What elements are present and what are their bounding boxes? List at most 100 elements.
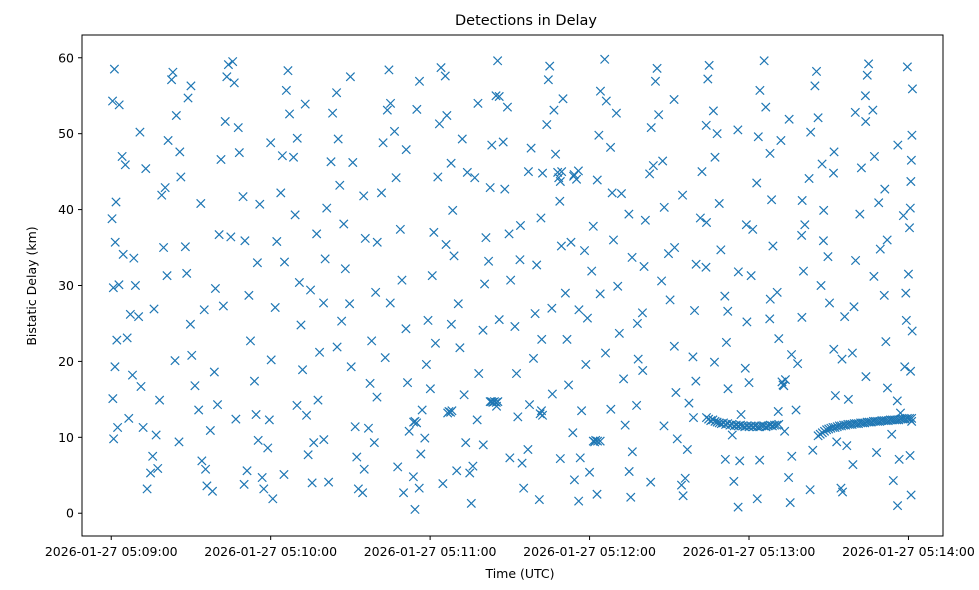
data-point-x-marker — [465, 468, 475, 478]
data-point-x-marker — [892, 396, 902, 406]
data-point-x-marker — [108, 283, 118, 293]
data-point-x-marker — [632, 318, 643, 329]
data-point-x-marker — [257, 472, 267, 483]
data-point-x-marker — [805, 485, 815, 495]
data-point-x-marker — [404, 426, 414, 436]
data-point-x-marker — [402, 378, 413, 388]
data-point-x-marker — [493, 397, 503, 407]
data-point-x-marker — [588, 221, 598, 231]
data-point-x-marker — [902, 62, 913, 72]
data-point-x-marker — [498, 137, 508, 147]
data-point-x-marker — [385, 98, 396, 108]
data-point-x-marker — [779, 426, 790, 436]
data-point-x-marker — [652, 63, 662, 74]
y-tick-label: 20 — [58, 354, 74, 369]
data-point-x-marker — [339, 219, 349, 229]
data-point-x-marker — [491, 91, 501, 101]
data-point-x-marker — [253, 435, 263, 445]
data-point-x-marker — [414, 483, 424, 493]
data-point-x-marker — [442, 110, 452, 121]
data-point-x-marker — [594, 130, 604, 140]
data-point-x-marker — [600, 348, 611, 358]
data-point-x-marker — [378, 138, 388, 148]
data-point-x-marker — [229, 78, 239, 88]
data-point-x-marker — [190, 381, 200, 391]
data-point-x-marker — [479, 279, 490, 289]
data-point-x-marker — [773, 406, 783, 417]
data-point-x-marker — [376, 188, 387, 198]
data-point-x-marker — [903, 269, 914, 279]
data-point-x-marker — [199, 305, 209, 315]
data-point-x-marker — [340, 264, 350, 274]
data-point-x-marker — [907, 413, 917, 423]
data-point-x-marker — [380, 352, 390, 363]
data-point-x-marker — [166, 75, 177, 85]
data-point-x-marker — [136, 381, 146, 392]
data-point-x-marker — [574, 496, 584, 506]
x-tick-label: 2026-01-27 05:10:00 — [204, 544, 337, 559]
data-point-x-marker — [417, 405, 427, 415]
data-point-x-marker — [704, 60, 714, 70]
data-point-x-marker — [411, 418, 422, 428]
data-point-x-marker — [574, 305, 584, 315]
data-point-x-marker — [112, 422, 123, 433]
data-point-x-marker — [613, 281, 623, 291]
data-point-x-marker — [755, 85, 765, 96]
data-point-x-marker — [251, 409, 261, 420]
data-point-x-marker — [532, 260, 542, 270]
data-point-x-marker — [905, 366, 916, 376]
data-point-x-marker — [160, 182, 170, 193]
data-point-x-marker — [441, 239, 451, 250]
data-point-x-marker — [746, 271, 756, 281]
data-point-x-marker — [882, 383, 893, 393]
data-point-x-marker — [669, 242, 680, 253]
data-point-x-marker — [511, 368, 522, 379]
data-point-x-marker — [148, 451, 158, 461]
data-point-x-marker — [555, 453, 565, 464]
data-point-x-marker — [117, 151, 127, 162]
data-point-x-marker — [162, 271, 172, 281]
data-point-x-marker — [848, 460, 858, 470]
data-point-x-marker — [122, 333, 132, 343]
data-point-x-marker — [382, 105, 392, 115]
data-point-x-marker — [288, 152, 299, 162]
data-point-x-marker — [575, 453, 585, 463]
data-point-x-marker — [816, 280, 826, 291]
data-point-x-marker — [472, 415, 482, 425]
data-point-x-marker — [312, 229, 322, 239]
data-point-x-marker — [209, 367, 219, 377]
data-point-x-marker — [395, 224, 405, 234]
data-point-x-marker — [185, 319, 196, 329]
data-point-x-marker — [536, 213, 546, 223]
data-point-x-marker — [880, 184, 890, 194]
data-point-x-marker — [733, 502, 743, 512]
data-point-x-marker — [587, 266, 597, 276]
data-point-x-marker — [669, 94, 679, 105]
data-point-x-marker — [180, 242, 190, 252]
data-point-x-marker — [907, 84, 918, 94]
data-point-x-marker — [519, 483, 529, 493]
data-point-x-marker — [231, 414, 241, 424]
data-point-x-marker — [223, 59, 234, 70]
data-point-x-marker — [729, 476, 739, 486]
x-tick-label: 2026-01-27 05:13:00 — [683, 544, 816, 559]
data-point-x-marker — [592, 489, 602, 499]
data-point-x-marker — [843, 394, 854, 404]
data-point-x-marker — [608, 235, 619, 245]
data-point-x-marker — [301, 410, 312, 420]
data-point-x-marker — [755, 455, 765, 465]
data-point-x-marker — [906, 155, 917, 165]
data-point-x-marker — [483, 256, 494, 266]
data-point-x-marker — [175, 147, 185, 157]
data-point-x-marker — [875, 244, 885, 254]
data-point-x-marker — [569, 475, 580, 485]
data-point-x-marker — [534, 494, 544, 505]
data-point-x-marker — [363, 423, 374, 433]
data-point-x-marker — [468, 461, 478, 471]
data-point-x-marker — [515, 255, 525, 265]
data-point-x-marker — [555, 196, 565, 206]
data-point-x-marker — [688, 412, 699, 423]
data-point-x-marker — [438, 478, 448, 489]
data-point-x-marker — [535, 409, 545, 419]
